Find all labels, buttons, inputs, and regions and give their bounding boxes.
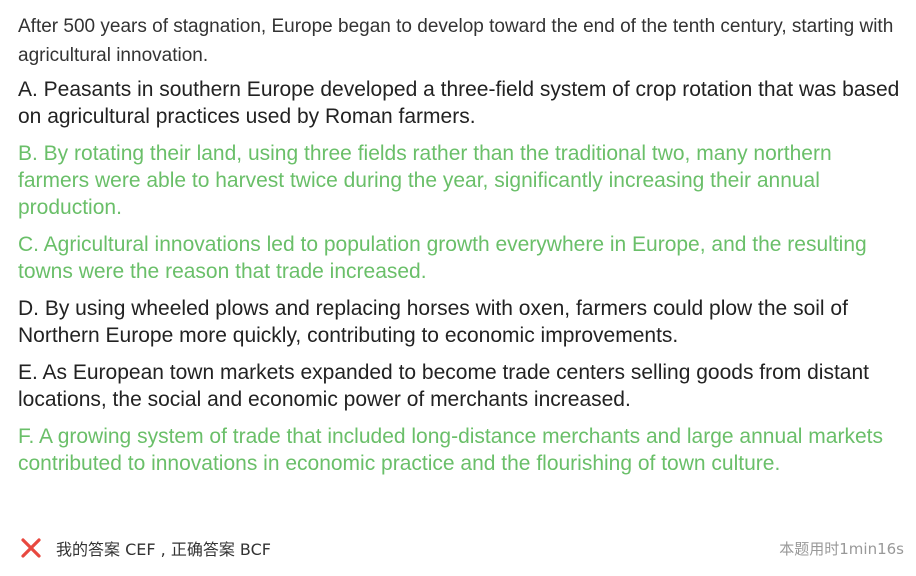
option-b[interactable]: B. By rotating their land, using three f… [18,142,832,219]
answer-comparison-text: 我的答案 CEF , 正确答案 BCF [56,540,271,559]
question-prompt: After 500 years of stagnation, Europe be… [18,16,894,66]
answer-result-bar: 我的答案 CEF , 正确答案 BCF 本题用时1min16s [20,534,904,562]
answer-options-list: A. Peasants in southern Europe developed… [18,76,902,477]
option-d[interactable]: D. By using wheeled plows and replacing … [18,297,848,347]
option-e[interactable]: E. As European town markets expanded to … [18,361,869,411]
option-a[interactable]: A. Peasants in southern Europe developed… [18,78,900,128]
wrong-x-icon [20,537,42,559]
option-c[interactable]: C. Agricultural innovations led to popul… [18,233,867,283]
time-spent-text: 本题用时1min16s [779,539,904,558]
option-f[interactable]: F. A growing system of trade that includ… [18,425,883,475]
